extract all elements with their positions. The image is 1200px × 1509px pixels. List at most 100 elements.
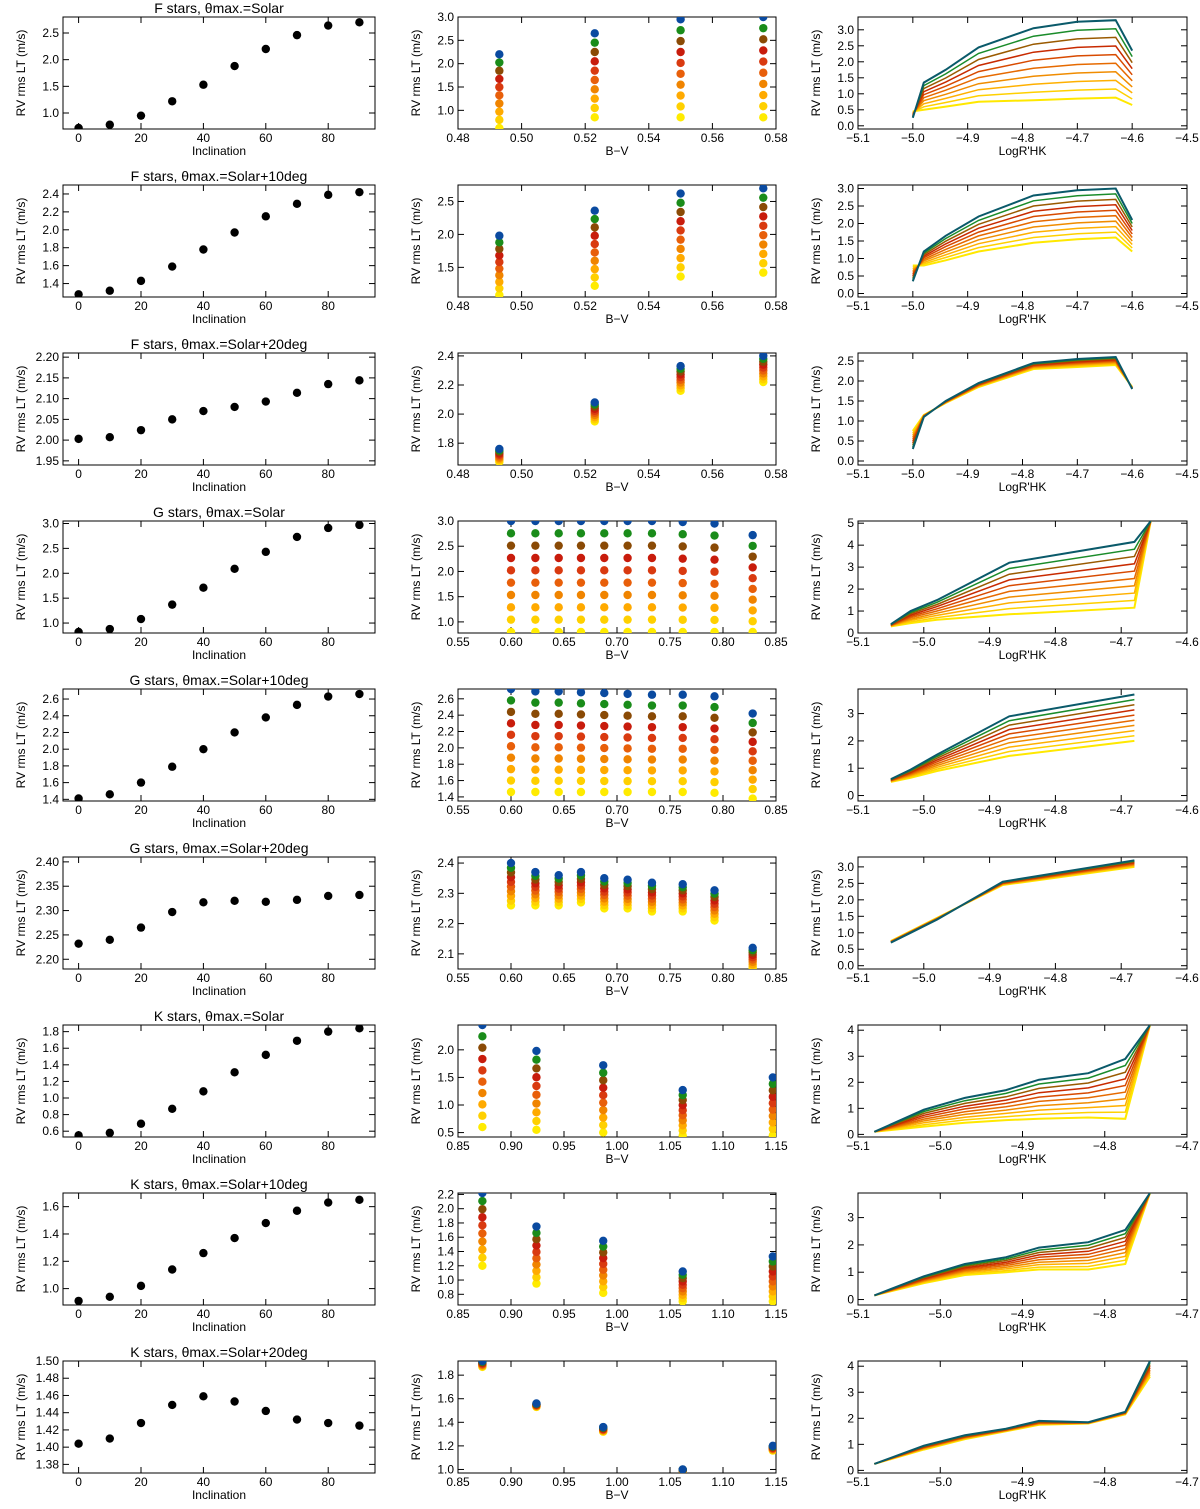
inclination-point xyxy=(600,710,609,720)
inclination-point xyxy=(532,1046,541,1056)
inclination-point xyxy=(748,573,757,583)
x-tick-label: 40 xyxy=(197,803,211,817)
y-tick-label: 0.8 xyxy=(437,1287,454,1301)
inclination-point xyxy=(759,240,768,249)
x-tick-label: 0.60 xyxy=(499,971,523,985)
data-point xyxy=(199,406,208,416)
inclination-point xyxy=(495,238,504,247)
x-tick-label: −4.8 xyxy=(1011,131,1035,145)
y-tick-label: 2.10 xyxy=(36,392,60,406)
data-point xyxy=(261,713,270,722)
plot-frame xyxy=(457,688,777,802)
inclination-point xyxy=(600,566,609,575)
y-tick-label: 1.0 xyxy=(437,615,454,629)
inclination-point xyxy=(768,1111,776,1121)
inclination-line xyxy=(912,28,1133,118)
plot-frame xyxy=(457,856,777,970)
plot-area xyxy=(74,18,364,129)
data-point xyxy=(230,1397,239,1406)
y-tick-label: 2.0 xyxy=(42,742,59,756)
inclination-line xyxy=(890,521,1152,627)
data-point xyxy=(261,897,270,906)
x-tick-label: 0.50 xyxy=(510,467,534,481)
inclination-point xyxy=(759,90,768,100)
inclination-point xyxy=(495,257,504,267)
panel-G0-right: −5.1 −5.0 −4.9 −4.8 −4.7 −4.6 0 1 2 3 4 5 LogR'HK RV … xyxy=(809,516,1199,662)
inclination-point xyxy=(478,1066,487,1075)
inclination-point xyxy=(678,521,687,527)
inclination-point xyxy=(768,1086,776,1095)
x-tick-label: −4.9 xyxy=(956,467,980,481)
y-axis-label: RV rms LT (m/s) xyxy=(409,30,423,117)
panel-G20-right: −5.1 −5.0 −4.9 −4.8 −4.7 −4.6 0.0 0.5 1.0 1.5 2.0 2… xyxy=(809,856,1199,998)
y-axis-label: RV rms LT (m/s) xyxy=(409,198,423,285)
inclination-point xyxy=(554,709,563,718)
inclination-point xyxy=(531,578,540,587)
plot-area xyxy=(873,1025,1151,1133)
x-tick-label: 20 xyxy=(134,299,148,313)
data-point xyxy=(292,1206,302,1215)
y-tick-label: 1.0 xyxy=(42,616,59,630)
y-tick-label: 2.20 xyxy=(36,952,60,966)
inclination-point xyxy=(759,212,768,221)
inclination-point xyxy=(623,578,632,587)
inclination-point xyxy=(678,554,687,563)
inclination-line xyxy=(912,88,1133,113)
x-tick-label: 20 xyxy=(134,131,148,145)
inclination-point xyxy=(506,521,516,526)
plot-area xyxy=(506,858,757,969)
inclination-point xyxy=(599,1422,608,1432)
inclination-line xyxy=(890,521,1152,626)
inclination-point xyxy=(590,239,599,249)
inclination-point xyxy=(531,615,540,624)
inclination-point xyxy=(768,1124,776,1134)
inclination-point xyxy=(600,765,609,775)
inclination-line xyxy=(890,862,1135,943)
inclination-point xyxy=(590,264,599,274)
y-tick-label: 0.0 xyxy=(837,454,854,468)
panel-title: G stars, θmax.=Solar+10deg xyxy=(130,672,309,688)
inclination-point xyxy=(576,754,586,763)
inclination-line xyxy=(912,193,1133,280)
inclination-point xyxy=(623,590,632,600)
panel-title: K stars, θmax.=Solar+20deg xyxy=(130,1344,307,1360)
x-tick-label: −5.1 xyxy=(846,467,870,481)
x-tick-label: 20 xyxy=(134,467,148,481)
plot-area xyxy=(890,521,1152,628)
inclination-point xyxy=(676,272,685,281)
data-point xyxy=(74,290,83,297)
y-tick-label: 2.5 xyxy=(837,199,854,213)
inclination-line xyxy=(874,1193,1151,1297)
plot-frame xyxy=(857,520,1188,634)
inclination-point xyxy=(759,23,768,33)
x-tick-label: 60 xyxy=(259,971,273,985)
x-tick-label: −4.9 xyxy=(978,971,1002,985)
x-tick-label: 80 xyxy=(322,803,336,817)
inclination-line xyxy=(912,231,1133,269)
inclination-point xyxy=(590,66,599,75)
inclination-point xyxy=(623,541,632,550)
inclination-point xyxy=(676,47,685,57)
data-point xyxy=(105,1128,114,1137)
y-tick-label: 2.0 xyxy=(437,741,454,755)
y-tick-label: 1.8 xyxy=(42,759,59,773)
inclination-point xyxy=(506,753,516,762)
inclination-point xyxy=(590,231,599,240)
data-point xyxy=(105,286,115,295)
inclination-line xyxy=(912,363,1133,434)
panel-G20-mid: 0.55 0.60 0.65 0.70 0.75 0.80 0.85 2.1 2.2 2.3 2.4… xyxy=(409,856,788,998)
data-point xyxy=(199,744,208,754)
x-tick-label: 20 xyxy=(134,803,148,817)
y-tick-label: 1.4 xyxy=(42,1227,59,1241)
inclination-point xyxy=(623,711,632,720)
y-tick-label: 1.4 xyxy=(437,1415,454,1429)
data-point xyxy=(105,790,115,799)
x-tick-label: −4.7 xyxy=(1065,467,1089,481)
x-tick-label: 0.55 xyxy=(446,635,470,649)
data-point xyxy=(168,97,177,106)
inclination-line xyxy=(874,1193,1151,1297)
y-axis-label: RV rms LT (m/s) xyxy=(14,1206,28,1293)
x-tick-label: 0.75 xyxy=(658,803,682,817)
y-tick-label: 1.8 xyxy=(42,1025,59,1039)
